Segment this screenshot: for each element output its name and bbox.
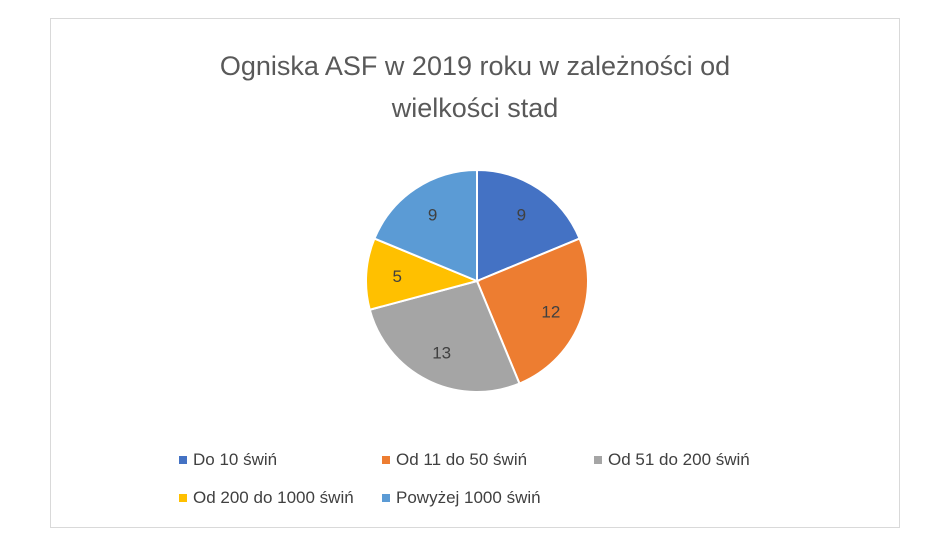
pie-slice-od-51-do-200-swin <box>368 279 521 393</box>
pie-chart: 9 12 13 5 9 <box>365 168 589 393</box>
data-label-od-51-do-200-swin: 13 <box>432 344 451 363</box>
data-label-powyzej-1000-swin: 9 <box>428 206 437 225</box>
pie-slice-powyzej-1000-swin <box>373 168 478 283</box>
chart-title: Ogniska ASF w 2019 roku w zależności od … <box>51 45 899 129</box>
data-label-od-11-do-50-swin: 12 <box>541 303 560 322</box>
chart-title-line-2: wielkości stad <box>391 93 559 123</box>
data-label-do-10-swin: 9 <box>517 206 526 225</box>
pie-slice-do-10-swin <box>476 168 581 283</box>
chart-title-line-1: Ogniska ASF w 2019 roku w zależności od <box>219 51 731 81</box>
chart-area: Ogniska ASF w 2019 roku w zależności od … <box>50 18 900 528</box>
pie-slice-od-200-do-1000-swin <box>365 237 481 311</box>
data-label-od-200-do-1000-swin: 5 <box>393 267 402 286</box>
